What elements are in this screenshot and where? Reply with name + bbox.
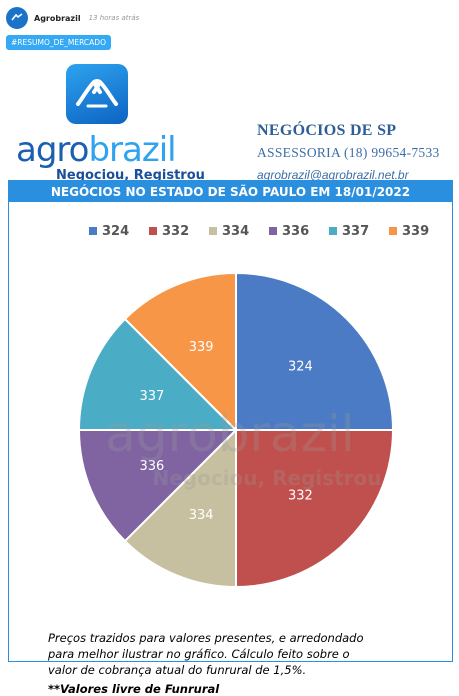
contact-title: NEGÓCIOS DE SP xyxy=(257,122,397,139)
chart-legend: 324 332 334 336 337 339 xyxy=(89,224,429,239)
legend-label-332: 332 xyxy=(162,224,189,239)
footnote-text: Preços trazidos para valores presentes, … xyxy=(48,631,364,677)
legend-swatch-332 xyxy=(149,227,157,235)
legend-swatch-337 xyxy=(329,227,337,235)
post-image: agrobrazil Negociou, Registrou NEGÓCIOS … xyxy=(4,54,455,696)
slice-label-337: 337 xyxy=(139,389,164,404)
watermark: agrobrazil Negociou, Registrou xyxy=(105,405,381,490)
pie-slice-339 xyxy=(123,271,237,433)
contact-email: agrobrazil@agrobrazil.net.br xyxy=(257,168,409,182)
legend-swatch-336 xyxy=(269,227,277,235)
watermark-wordmark: agrobrazil xyxy=(105,405,354,463)
slice-label-336: 336 xyxy=(139,459,164,474)
pie-slice-332 xyxy=(235,429,395,589)
slice-label-334: 334 xyxy=(189,508,214,523)
pie-chart: 324 332 334 336 337 339 324 332 334 336 337 339 ag… xyxy=(77,224,429,589)
brand-logo-icon xyxy=(66,64,128,124)
handshake-icon xyxy=(11,13,23,21)
post-header: Agrobrazil 13 horas atrás xyxy=(6,4,139,32)
avatar[interactable] xyxy=(6,7,28,29)
legend-swatch-324 xyxy=(89,227,97,235)
legend-label-324: 324 xyxy=(102,224,129,239)
slice-label-339: 339 xyxy=(189,340,214,355)
legend-swatch-339 xyxy=(389,227,397,235)
footnote-bold: **Valores livre de Funrural xyxy=(48,682,220,696)
slice-label-324: 324 xyxy=(288,360,313,375)
chart-title: NEGÓCIOS NO ESTADO DE SÃO PAULO EM 18/01… xyxy=(9,181,452,202)
legend-swatch-334 xyxy=(209,227,217,235)
post-time: 13 horas atrás xyxy=(88,14,140,22)
pie-slice-336 xyxy=(77,429,239,543)
chart-frame: NEGÓCIOS NO ESTADO DE SÃO PAULO EM 18/01… xyxy=(8,180,453,662)
legend-label-339: 339 xyxy=(402,224,429,239)
handshake-icon xyxy=(76,79,118,108)
hashtag-badge[interactable]: #RESUMO_DE_MERCADO xyxy=(6,35,111,50)
brand-wordmark: agrobrazil xyxy=(16,130,177,170)
legend-label-334: 334 xyxy=(222,224,249,239)
watermark-slogan: Negociou, Registrou xyxy=(152,466,381,490)
pie-labels: 324 332 334 336 337 339 xyxy=(139,340,312,523)
legend-label-336: 336 xyxy=(282,224,309,239)
pie-slices xyxy=(77,271,395,589)
slice-label-332: 332 xyxy=(288,488,313,503)
pie-slice-324 xyxy=(235,271,395,431)
contact-phone: ASSESSORIA (18) 99654-7533 xyxy=(257,145,440,160)
brand-slogan: Negociou, Registrou xyxy=(56,168,205,183)
pie-slice-337 xyxy=(77,317,239,431)
pie-slice-334 xyxy=(123,427,237,589)
legend-label-337: 337 xyxy=(342,224,369,239)
author-name[interactable]: Agrobrazil xyxy=(34,13,81,23)
